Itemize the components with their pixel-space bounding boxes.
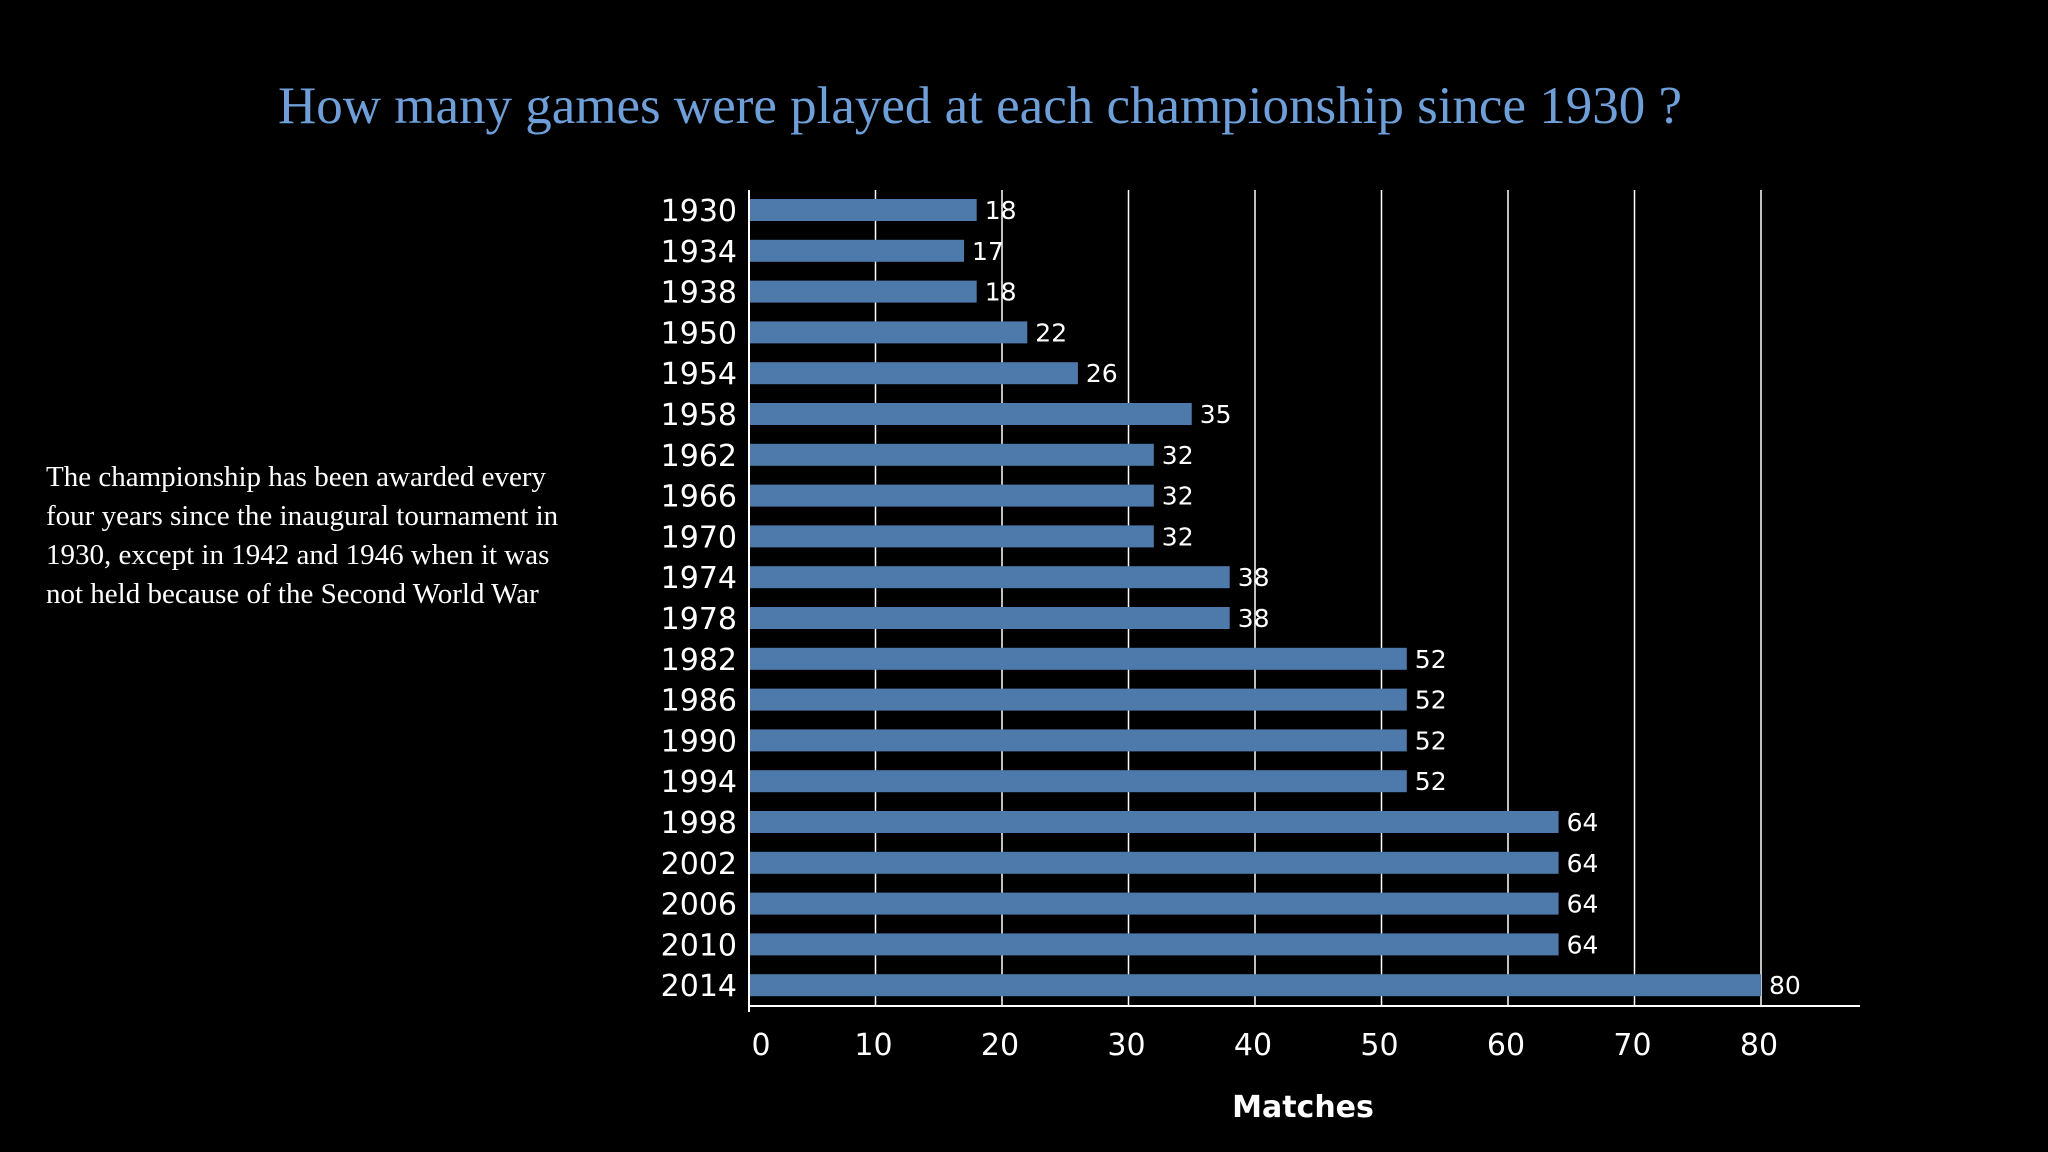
x-tick-label: 10	[854, 1028, 892, 1063]
bar	[749, 851, 1559, 874]
category-label: 1958	[661, 398, 737, 433]
category-label: 1986	[661, 684, 737, 719]
category-label: 1978	[661, 602, 737, 637]
data-label: 52	[1415, 726, 1447, 755]
bar	[749, 239, 965, 262]
bar	[749, 280, 977, 303]
category-label: 2014	[661, 969, 737, 1004]
bar	[749, 362, 1078, 385]
data-label: 52	[1415, 645, 1447, 674]
data-label: 17	[972, 237, 1004, 266]
bar	[749, 974, 1761, 997]
bar	[749, 770, 1407, 793]
category-label: 2006	[661, 888, 737, 923]
data-label: 32	[1162, 441, 1194, 470]
data-label: 26	[1086, 359, 1118, 388]
x-tick-label: 0	[751, 1028, 770, 1063]
category-label: 1934	[661, 235, 737, 270]
bar	[749, 811, 1559, 833]
category-label: 1938	[661, 276, 737, 311]
data-label: 38	[1238, 563, 1270, 592]
category-label: 1954	[661, 357, 737, 392]
bar	[749, 647, 1407, 670]
category-label: 1930	[661, 194, 737, 229]
category-label: 1970	[661, 520, 737, 555]
data-label: 52	[1415, 767, 1447, 796]
data-label: 22	[1035, 318, 1067, 347]
x-axis-title: Matches	[1232, 1090, 1374, 1125]
category-label: 1994	[661, 765, 737, 800]
bar	[749, 321, 1028, 344]
data-label: 38	[1238, 604, 1270, 633]
x-tick-label: 20	[981, 1028, 1019, 1063]
x-tick-label: 70	[1613, 1028, 1651, 1063]
data-label: 64	[1567, 808, 1599, 837]
data-label: 18	[985, 278, 1017, 307]
category-label: 1950	[661, 316, 737, 351]
bar	[749, 729, 1407, 752]
category-label: 1974	[661, 561, 737, 596]
category-label: 2010	[661, 928, 737, 963]
x-tick-label: 40	[1234, 1028, 1272, 1063]
bar	[749, 525, 1154, 548]
x-tick-label: 60	[1487, 1028, 1525, 1063]
x-tick-label: 30	[1107, 1028, 1145, 1063]
category-label: 1966	[661, 480, 737, 515]
x-tick-label: 80	[1740, 1028, 1778, 1063]
category-label: 1998	[661, 806, 737, 841]
bar	[749, 566, 1230, 589]
category-label: 1982	[661, 643, 737, 678]
data-label: 64	[1567, 890, 1599, 919]
bar	[749, 484, 1154, 507]
x-tick-label: 50	[1360, 1028, 1398, 1063]
data-label: 32	[1162, 482, 1194, 511]
data-label: 35	[1200, 400, 1232, 429]
bar	[749, 443, 1154, 466]
bar	[749, 607, 1230, 629]
side-note: The championship has been awarded every …	[46, 461, 559, 610]
bar	[749, 688, 1407, 711]
chart-title: How many games were played at each champ…	[277, 77, 1683, 135]
category-label: 1962	[661, 439, 737, 474]
category-label: 2002	[661, 847, 737, 882]
bar	[749, 199, 977, 221]
data-label: 52	[1415, 686, 1447, 715]
data-label: 32	[1162, 522, 1194, 551]
data-label: 64	[1567, 849, 1599, 878]
bar	[749, 933, 1559, 956]
data-label: 18	[985, 196, 1017, 225]
category-label: 1990	[661, 724, 737, 759]
bar	[749, 892, 1559, 915]
bar	[749, 403, 1192, 425]
data-label: 80	[1769, 971, 1801, 1000]
data-label: 64	[1567, 930, 1599, 959]
